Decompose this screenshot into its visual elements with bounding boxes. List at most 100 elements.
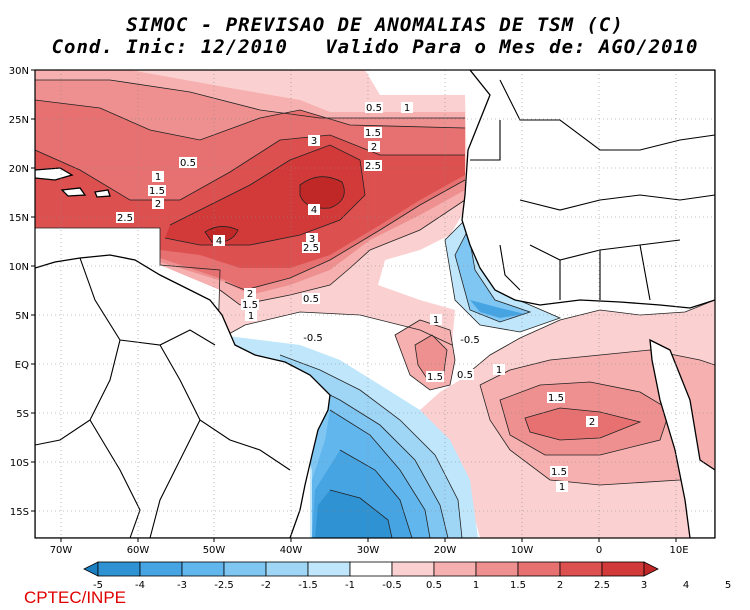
svg-text:1.5: 1.5 bbox=[242, 300, 258, 311]
colorbar-label: 0.5 bbox=[426, 580, 442, 591]
caribbean-island bbox=[94, 189, 111, 198]
contour-label: 0.5 bbox=[302, 293, 320, 305]
svg-text:1: 1 bbox=[496, 365, 502, 376]
colorbar-swatch bbox=[601, 561, 645, 577]
lon-label: 10E bbox=[669, 545, 688, 556]
colorbar-label: 1.5 bbox=[510, 580, 526, 591]
svg-text:-0.5: -0.5 bbox=[303, 333, 323, 344]
lat-label: 10S bbox=[10, 458, 29, 469]
lat-label: 5S bbox=[16, 409, 29, 420]
colorbar-label: -4 bbox=[135, 580, 145, 591]
landmasses bbox=[35, 70, 715, 538]
colorbar-swatch bbox=[97, 561, 141, 577]
caribbean-island bbox=[60, 187, 87, 197]
lat-label: 25N bbox=[9, 115, 29, 126]
contour-label: 0.5 bbox=[365, 102, 383, 114]
africa-land bbox=[649, 338, 715, 538]
warm-anomaly-region bbox=[525, 408, 640, 440]
lon-label: 20W bbox=[434, 545, 457, 556]
contour-label: 4 bbox=[308, 204, 320, 216]
colorbar-label: 2 bbox=[557, 580, 563, 591]
longitude-labels: 70W 60W 50W 40W 30W 20W 10W 0 10E bbox=[50, 545, 689, 556]
warm-anomaly-region bbox=[415, 335, 447, 380]
colorbar-label: 2.5 bbox=[594, 580, 610, 591]
colorbar-label: 3 bbox=[641, 580, 647, 591]
svg-text:1: 1 bbox=[559, 482, 565, 493]
colorbar-swatch bbox=[433, 561, 477, 577]
colorbar-swatch bbox=[223, 561, 267, 577]
contour-label: 1 bbox=[245, 310, 257, 322]
lat-label: 15S bbox=[10, 507, 29, 518]
contour-label: 1.5 bbox=[241, 299, 259, 311]
contour-label: 1 bbox=[152, 171, 164, 183]
map-frame bbox=[34, 69, 716, 539]
contour-label: 1 bbox=[401, 102, 413, 114]
contour-label: 0.5 bbox=[456, 369, 474, 381]
lon-label: 70W bbox=[50, 545, 73, 556]
colorbar-labels: -5 -4 -3 -2.5 -2 -1.5 -1 -0.5 0.5 1 1.5 2 2.5 3 4 5 bbox=[93, 580, 731, 591]
contour-label: 2.5 bbox=[364, 160, 382, 172]
contour-labels: 0.5 1 1.5 2 3 2.5 0.5 1 1.5 2 2.5 4 4 3 … bbox=[116, 102, 598, 493]
cold-anomaly-region bbox=[470, 300, 525, 318]
contour-label: 1 bbox=[556, 481, 568, 493]
contour-label: 1 bbox=[430, 314, 442, 326]
colorbar-label: -5 bbox=[93, 580, 103, 591]
svg-text:1.5: 1.5 bbox=[149, 186, 165, 197]
svg-text:3: 3 bbox=[309, 234, 315, 245]
lon-label: 40W bbox=[280, 545, 303, 556]
lon-label: 30W bbox=[357, 545, 380, 556]
svg-text:2: 2 bbox=[589, 417, 595, 428]
latitude-labels: 30N 25N 20N 15N 10N 5N EQ 5S 10S 15S bbox=[9, 66, 29, 518]
colorbar-label: 4 bbox=[683, 580, 689, 591]
svg-text:2: 2 bbox=[371, 142, 377, 153]
contour-label: 4 bbox=[213, 235, 225, 247]
colorbar-swatch bbox=[265, 561, 309, 577]
lat-label: 10N bbox=[9, 262, 29, 273]
contour-label: -0.5 bbox=[301, 332, 325, 344]
svg-text:1: 1 bbox=[155, 172, 161, 183]
svg-text:0.5: 0.5 bbox=[180, 158, 196, 169]
lat-label: 30N bbox=[9, 66, 29, 77]
colorbar-swatch bbox=[181, 561, 225, 577]
svg-text:2.5: 2.5 bbox=[303, 243, 319, 254]
contour-label: 1.5 bbox=[148, 185, 166, 197]
svg-text:4: 4 bbox=[311, 205, 317, 216]
lat-label: 5N bbox=[15, 311, 29, 322]
contour-label: 1.5 bbox=[547, 392, 565, 404]
colorbar-swatch bbox=[517, 561, 561, 577]
svg-text:2.5: 2.5 bbox=[365, 161, 381, 172]
contour-label: 2 bbox=[244, 288, 256, 300]
contour-label: 0.5 bbox=[179, 157, 197, 169]
colorbar-swatch bbox=[349, 561, 393, 577]
svg-text:1: 1 bbox=[248, 311, 254, 322]
svg-text:0.5: 0.5 bbox=[366, 103, 382, 114]
colorbar-swatch bbox=[83, 561, 99, 577]
colorbar-label: -2 bbox=[261, 580, 271, 591]
colorbar-label: -1 bbox=[345, 580, 355, 591]
colorbar-label: -1.5 bbox=[298, 580, 318, 591]
colorbar-label: 5 bbox=[725, 580, 731, 591]
contour-label: 3 bbox=[306, 233, 318, 245]
lat-label: 15N bbox=[9, 213, 29, 224]
svg-text:2.5: 2.5 bbox=[117, 213, 133, 224]
svg-text:0.5: 0.5 bbox=[303, 294, 319, 305]
svg-text:1.5: 1.5 bbox=[548, 393, 564, 404]
lat-label: EQ bbox=[15, 360, 29, 371]
colorbar-label: -3 bbox=[177, 580, 187, 591]
colorbar-label: -0.5 bbox=[382, 580, 402, 591]
svg-text:3: 3 bbox=[311, 136, 317, 147]
svg-text:1.5: 1.5 bbox=[551, 467, 567, 478]
svg-text:-0.5: -0.5 bbox=[460, 335, 480, 346]
contour-label: 1.5 bbox=[364, 127, 382, 139]
svg-text:1: 1 bbox=[433, 315, 439, 326]
svg-text:1: 1 bbox=[404, 103, 410, 114]
cold-anomaly-region bbox=[455, 230, 530, 322]
svg-text:2: 2 bbox=[247, 289, 253, 300]
contour-lines bbox=[35, 79, 715, 538]
contour-label: 1.5 bbox=[426, 371, 444, 383]
svg-text:4: 4 bbox=[216, 236, 222, 247]
colorbar-swatch bbox=[475, 561, 519, 577]
colorbar-swatch bbox=[307, 561, 351, 577]
colorbar bbox=[83, 561, 659, 577]
